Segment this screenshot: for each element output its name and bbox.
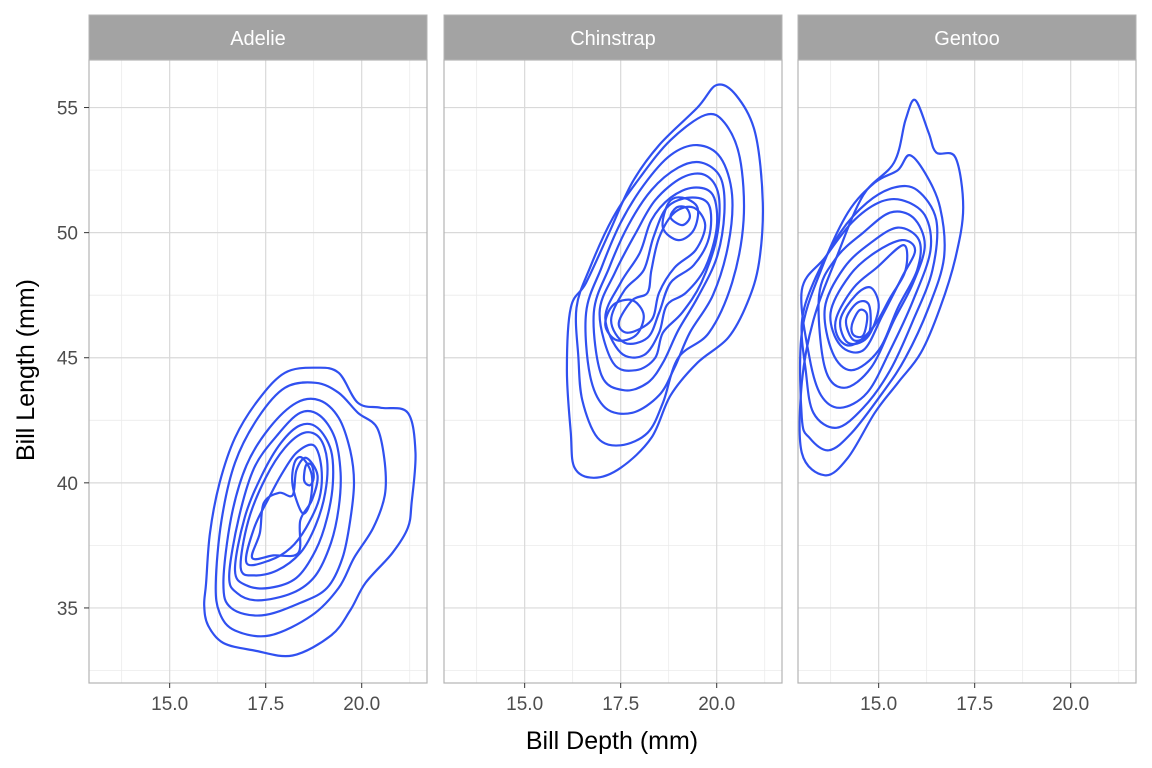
contour-line-4 <box>592 160 726 392</box>
contour-line-11 <box>669 205 692 227</box>
x-tick-label: 20.0 <box>1052 694 1089 715</box>
contour-line-6 <box>604 186 719 359</box>
panel-chinstrap: Chinstrap 15.0 17.5 20.0 <box>443 14 783 715</box>
y-tick-label: 40 <box>57 474 78 495</box>
gridlines <box>798 60 1136 683</box>
panel-border <box>797 59 1137 684</box>
x-tick-label: 17.5 <box>602 694 639 715</box>
contour-line-4 <box>228 409 342 602</box>
contour-line-10 <box>661 196 700 242</box>
y-tick-label: 45 <box>57 349 78 370</box>
contour-line-7 <box>829 238 917 354</box>
density-contours <box>565 83 765 479</box>
contour-line-5 <box>598 172 721 372</box>
contour-line-6 <box>823 226 922 372</box>
contour-line-9 <box>291 455 314 515</box>
x-axis-title: Bill Depth (mm) <box>526 727 698 755</box>
facet-strip-label: Gentoo <box>934 28 1000 50</box>
x-tick-label: 15.0 <box>506 694 543 715</box>
facet-strip <box>797 14 1137 61</box>
contour-line-6 <box>239 431 329 577</box>
contour-line-2 <box>214 381 388 638</box>
x-tick-label: 20.0 <box>698 694 735 715</box>
x-tick-label: 15.0 <box>151 694 188 715</box>
contour-line-10 <box>844 299 872 342</box>
plot-background <box>89 60 427 683</box>
x-tick-label: 15.0 <box>860 694 897 715</box>
contour-line-7 <box>610 196 713 345</box>
contour-line-5 <box>817 210 926 389</box>
y-axis: 35 40 45 50 55 <box>57 99 89 620</box>
contour-line-3 <box>800 184 939 429</box>
y-tick-label: 35 <box>57 599 78 620</box>
contour-line-8 <box>250 456 319 561</box>
panel-border <box>443 59 783 684</box>
contour-line-5 <box>233 422 335 590</box>
contour-line-1 <box>203 366 417 658</box>
y-tick-label: 55 <box>57 99 78 120</box>
density-contours <box>203 366 417 658</box>
contour-line-8 <box>834 244 909 347</box>
y-tick-label: 50 <box>57 224 78 245</box>
contour-line-10 <box>302 462 315 487</box>
facet-strip <box>443 14 783 61</box>
facet-strip <box>88 14 428 61</box>
x-tick-label: 17.5 <box>247 694 284 715</box>
contour-line-4 <box>800 197 933 409</box>
contour-line-1 <box>565 83 765 479</box>
panel-adelie: Adelie 15.0 17.5 20.0 <box>88 14 428 715</box>
y-axis-title: Bill Length (mm) <box>12 279 40 461</box>
contour-line-9 <box>838 286 880 346</box>
plot-background <box>798 60 1136 683</box>
contour-line-3 <box>584 143 734 415</box>
facet-strip-label: Chinstrap <box>570 28 656 50</box>
panel-gentoo: Gentoo 15.0 17.5 20.0 <box>797 14 1137 715</box>
contour-line-7 <box>244 443 323 567</box>
panel-border <box>88 59 428 684</box>
contour-line-9 <box>604 298 645 342</box>
gridlines <box>444 60 782 683</box>
contour-line-8 <box>617 205 707 334</box>
plot-background <box>444 60 782 683</box>
contour-line-2 <box>574 112 746 447</box>
contour-line-3 <box>222 397 356 617</box>
facet-strip-label: Adelie <box>230 28 286 50</box>
contour-line-11 <box>850 308 869 339</box>
density-contours <box>798 98 965 477</box>
x-tick-label: 17.5 <box>956 694 993 715</box>
x-tick-label: 20.0 <box>343 694 380 715</box>
